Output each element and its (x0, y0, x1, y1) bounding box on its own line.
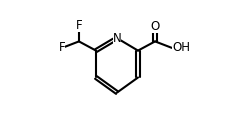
Text: O: O (150, 20, 160, 33)
Text: F: F (58, 41, 65, 55)
Text: N: N (113, 32, 121, 45)
Text: F: F (76, 18, 82, 31)
Text: OH: OH (172, 41, 190, 55)
